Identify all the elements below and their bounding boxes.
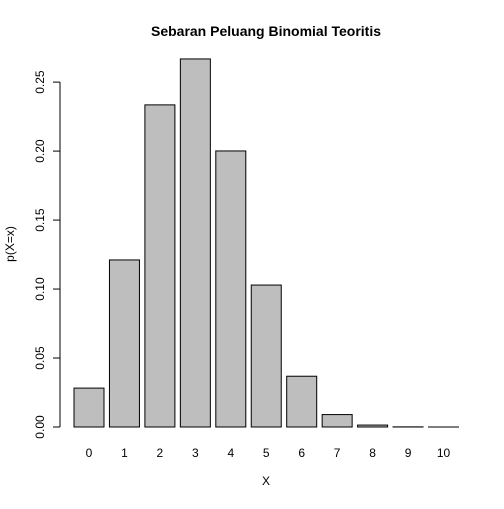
- bar-5: [251, 285, 281, 427]
- x-tick-label: 10: [437, 446, 451, 460]
- x-axis-title: X: [262, 474, 270, 488]
- chart-title: Sebaran Peluang Binomial Teoritis: [151, 23, 381, 39]
- bars-group: [74, 59, 459, 427]
- bar-4: [216, 151, 246, 427]
- y-axis: 0.00 0.05 0.10 0.15 0.20 0.25: [33, 70, 60, 439]
- x-tick-label: 9: [405, 446, 412, 460]
- bar-6: [287, 376, 317, 427]
- bar-8: [358, 425, 388, 427]
- x-tick-label: 8: [369, 446, 376, 460]
- bar-3: [180, 59, 210, 427]
- bar-0: [74, 388, 104, 427]
- bar-1: [109, 260, 139, 427]
- x-tick-label: 0: [86, 446, 93, 460]
- bar-2: [145, 105, 175, 427]
- x-tick-label: 2: [157, 446, 164, 460]
- x-tick-label: 1: [121, 446, 128, 460]
- x-tick-label: 4: [227, 446, 234, 460]
- x-tick-label: 6: [298, 446, 305, 460]
- y-tick-label: 0.10: [33, 277, 47, 301]
- x-tick-label: 3: [192, 446, 199, 460]
- x-tick-label: 5: [263, 446, 270, 460]
- y-tick-label: 0.15: [33, 208, 47, 232]
- x-tick-labels: 0 1 2 3 4 5 6 7 8 9 10: [86, 446, 451, 460]
- y-tick-label: 0.25: [33, 70, 47, 94]
- y-tick-label: 0.20: [33, 139, 47, 163]
- y-axis-title: p(X=x): [3, 226, 17, 262]
- x-tick-label: 7: [334, 446, 341, 460]
- bar-7: [322, 415, 352, 427]
- y-tick-label: 0.00: [33, 415, 47, 439]
- y-tick-label: 0.05: [33, 346, 47, 370]
